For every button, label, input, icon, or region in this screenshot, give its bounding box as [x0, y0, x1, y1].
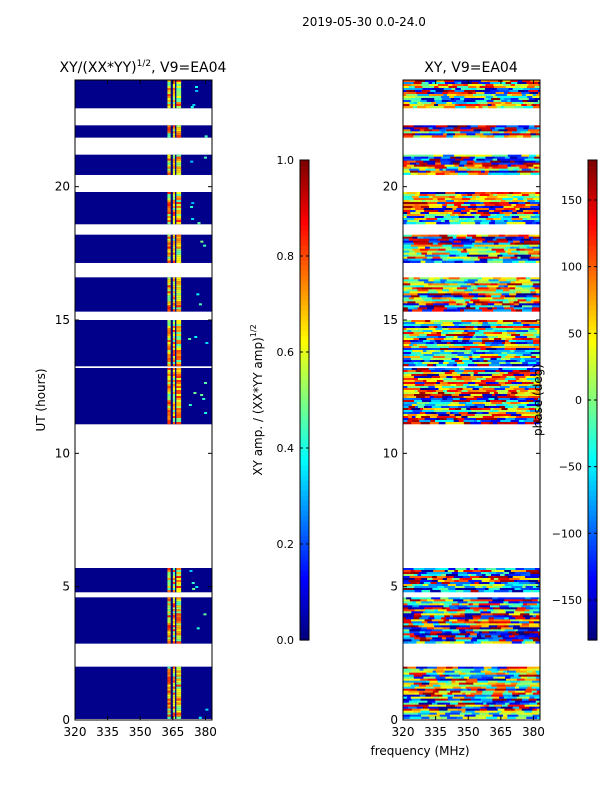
data-band [403, 597, 540, 644]
x-axis-label: frequency (MHz) [370, 744, 469, 758]
colorbar-tick-label: −150 [552, 594, 582, 607]
colorbar-tick-label: 1.0 [277, 154, 295, 167]
x-tick-label: 335 [424, 725, 447, 739]
panel-1: 320 335 350 365 380 0 5 10 15 20 XY/(XX*YY)1/2, V9… [34, 59, 310, 739]
panel-title: XY/(XX*YY)1/2, V9=EA04 [60, 59, 227, 76]
data-band [75, 125, 212, 138]
data-band [403, 80, 540, 109]
y-tick-label: 10 [383, 446, 398, 460]
data-band [75, 154, 212, 175]
x-tick-label: 380 [194, 725, 217, 739]
y-tick-label: 5 [390, 580, 398, 594]
colorbar-tick-label: 0.0 [277, 634, 295, 647]
x-tick-label: 365 [489, 725, 512, 739]
data-band [403, 666, 540, 719]
figure-suptitle: 2019-05-30 0.0-24.0 [302, 15, 426, 29]
data-band [75, 368, 212, 425]
colorbar-tick-label: 0.4 [277, 442, 295, 455]
colorbar-tick-label: 0.6 [277, 346, 295, 359]
data-band [403, 154, 540, 175]
data-band [75, 568, 212, 593]
data-band [403, 277, 540, 312]
x-tick-label: 365 [161, 725, 184, 739]
colorbar-frame [299, 159, 310, 641]
colorbar-1: 0.0 0.2 0.4 0.6 0.8 1.0 XY amp. / (XX*YY amp)1… [249, 154, 310, 647]
axes-frame [74, 79, 213, 721]
y-tick-label: 0 [62, 713, 70, 727]
data-band [75, 192, 212, 225]
data-band [75, 80, 212, 109]
data-band [75, 277, 212, 312]
x-tick-label: 335 [96, 725, 119, 739]
data-band [403, 320, 540, 367]
colorbar-tick-label: 150 [561, 194, 582, 207]
data-band [403, 568, 540, 593]
data-band [75, 666, 212, 719]
colorbar-2: −150 −100 −50 0 50 100 150 phase (deg) [531, 159, 598, 641]
panel-title: XY, V9=EA04 [424, 60, 518, 76]
x-tick-label: 380 [522, 725, 545, 739]
data-band [75, 320, 212, 367]
y-tick-label: 20 [55, 180, 70, 194]
y-tick-label: 0 [390, 713, 398, 727]
y-tick-label: 15 [55, 313, 70, 327]
y-tick-label: 15 [383, 313, 398, 327]
y-tick-label: 20 [383, 180, 398, 194]
colorbar-label: XY amp. / (XX*YY amp)1/2 [249, 324, 265, 475]
data-band [403, 234, 540, 263]
colorbar-tick-label: 0.2 [277, 538, 295, 551]
heatmap-image [403, 80, 540, 719]
colorbar-tick-label: −100 [552, 527, 582, 540]
colorbar-tick-label: 100 [561, 261, 582, 274]
y-tick-label: 5 [62, 580, 70, 594]
data-band [403, 368, 540, 425]
data-band [75, 234, 212, 263]
x-tick-label: 350 [129, 725, 152, 739]
x-tick-label: 320 [64, 725, 87, 739]
data-band [403, 192, 540, 225]
axes-frame [402, 79, 541, 721]
colorbar-tick-label: 50 [568, 327, 582, 340]
colorbar-tick-label: −50 [559, 461, 582, 474]
y-axis-label: UT (hours) [34, 368, 48, 431]
data-band [75, 597, 212, 644]
colorbar-tick-label: 0.8 [277, 250, 295, 263]
heatmap-image [75, 80, 212, 719]
x-tick-label: 320 [392, 725, 415, 739]
y-tick-label: 10 [55, 446, 70, 460]
data-band [403, 125, 540, 138]
x-tick-label: 350 [457, 725, 480, 739]
colorbar-label: phase (deg) [531, 364, 545, 436]
colorbar-tick-label: 0 [575, 394, 582, 407]
